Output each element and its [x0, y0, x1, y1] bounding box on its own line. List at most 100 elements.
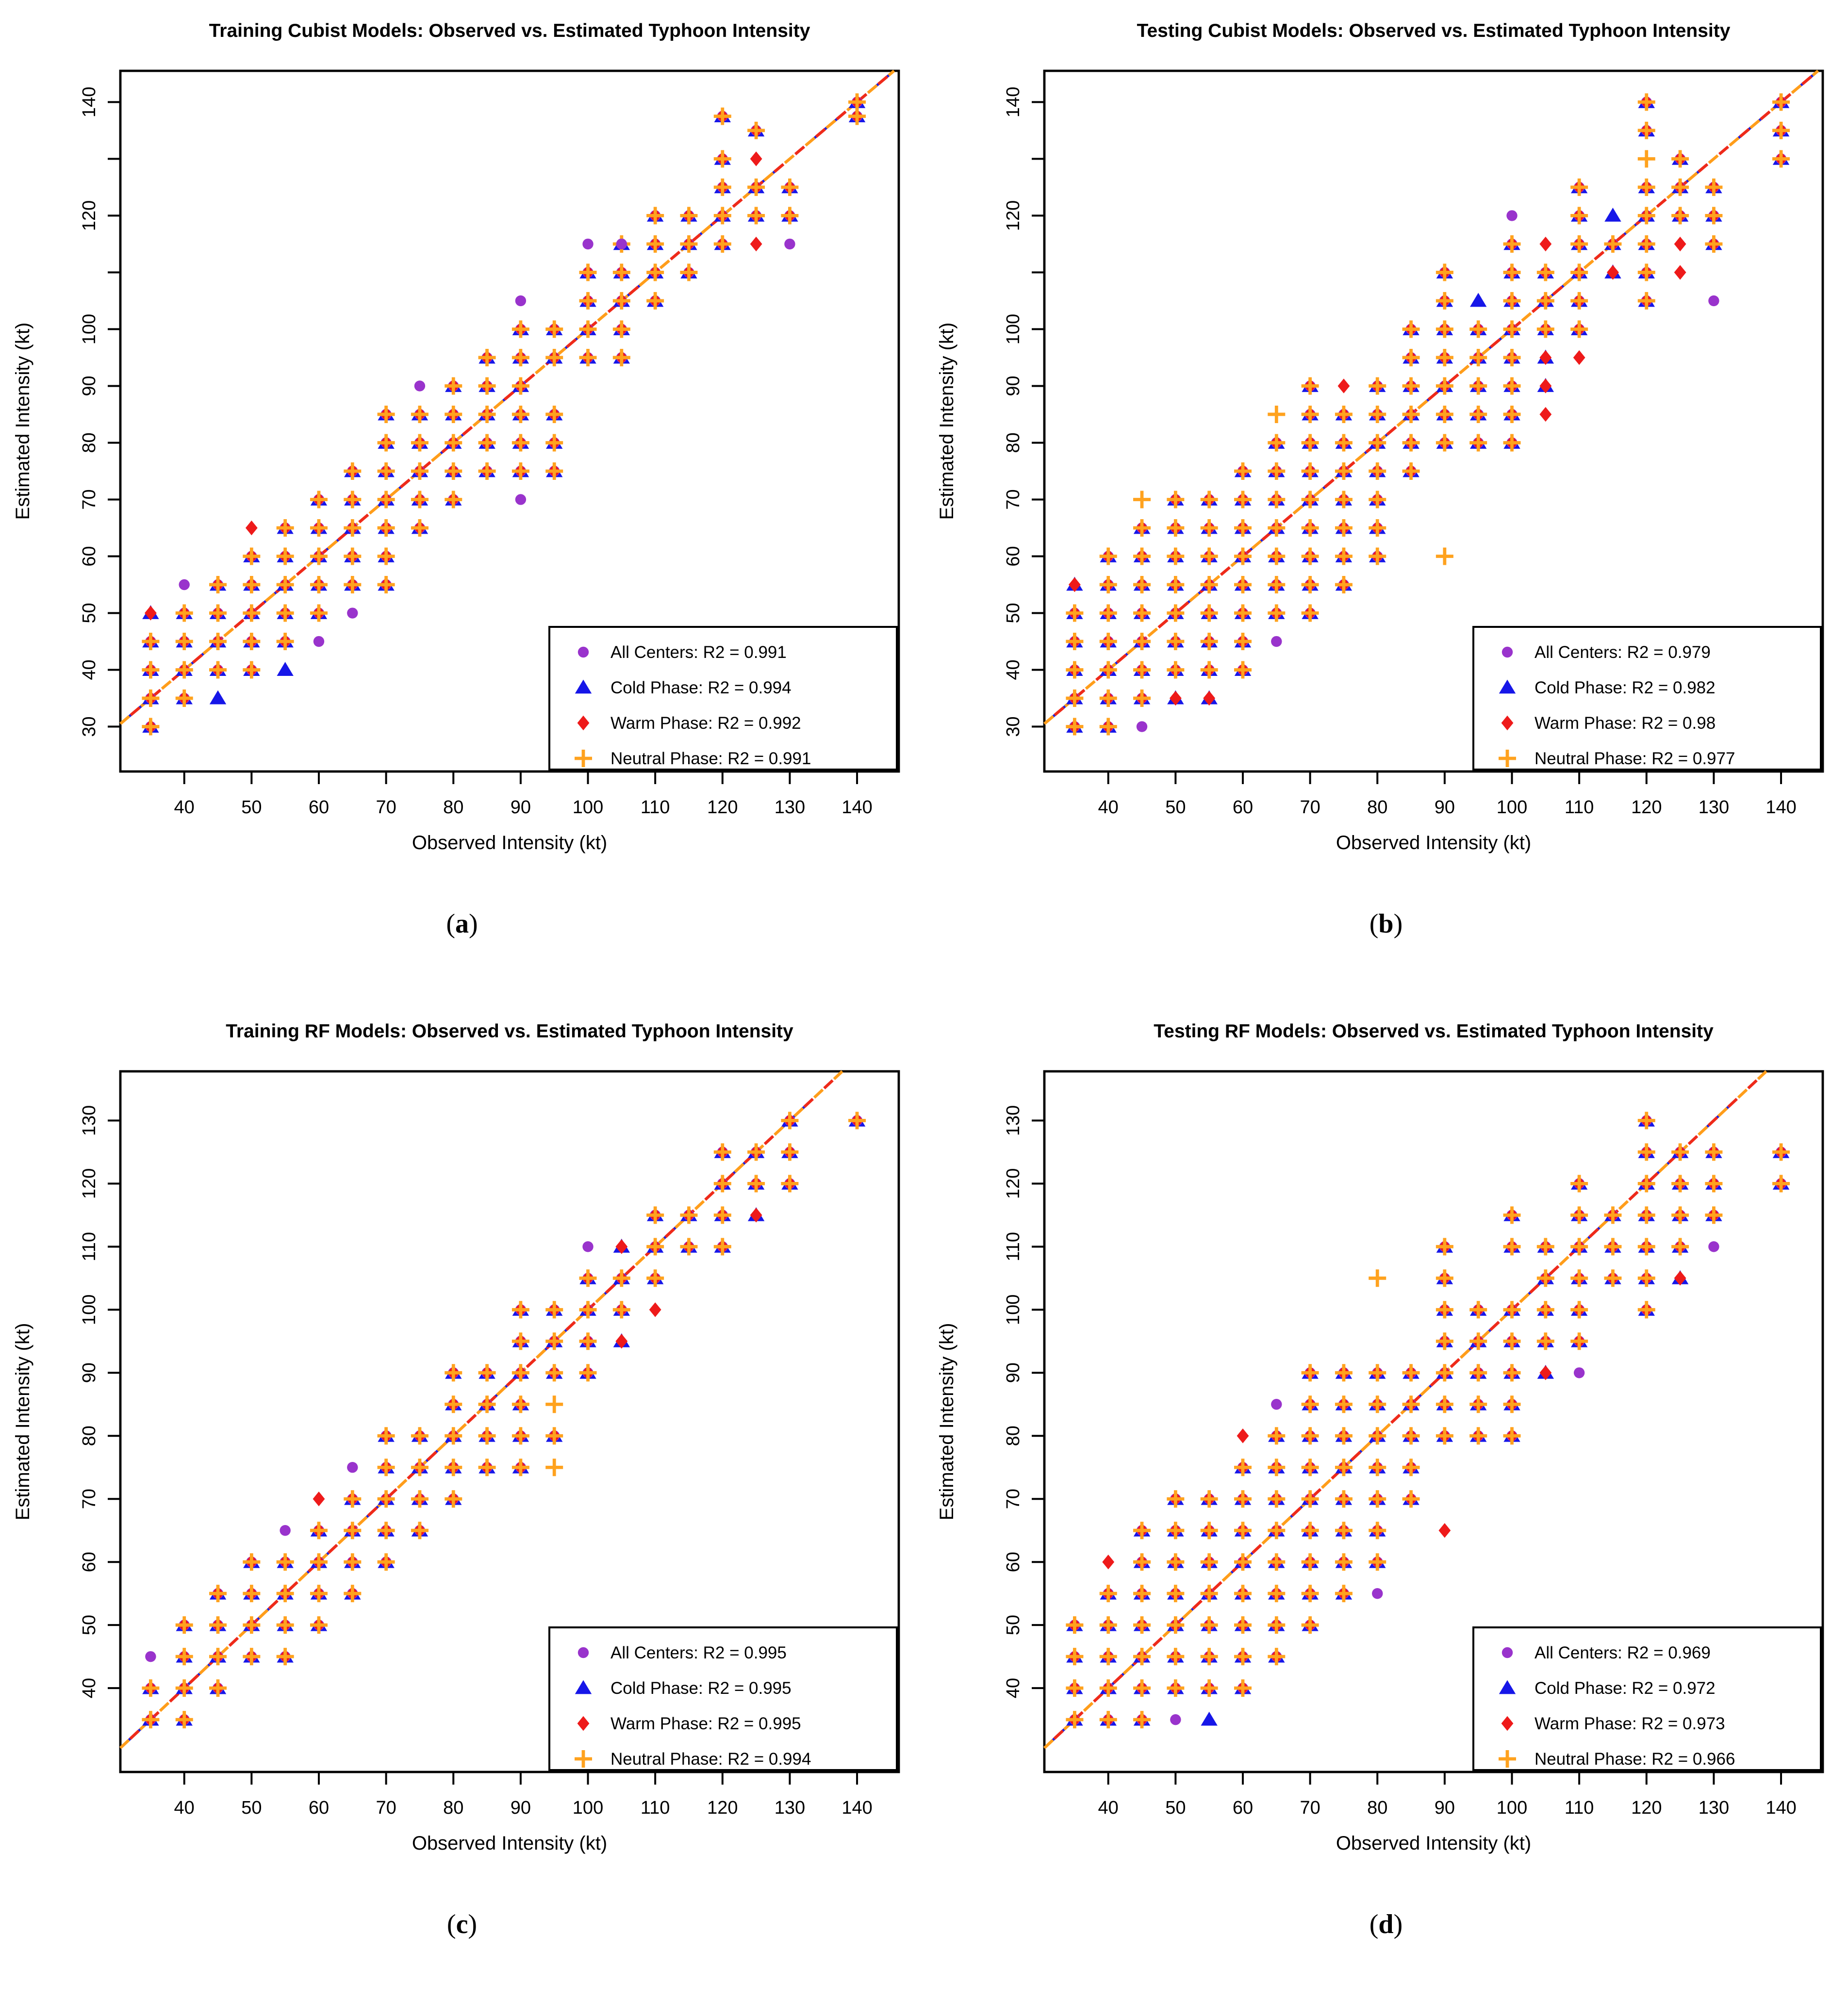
all-centers-point [347, 1462, 358, 1473]
y-tick-label: 100 [79, 1295, 99, 1325]
warm-phase-point [1539, 1365, 1552, 1380]
y-tick-label: 90 [79, 1362, 99, 1383]
y-tick-label: 40 [79, 1678, 99, 1698]
warm-phase-point [649, 1302, 661, 1317]
legend-label: Warm Phase: R2 = 0.992 [610, 714, 801, 733]
y-tick-label: 50 [1003, 1615, 1023, 1635]
x-tick-label: 100 [1497, 1798, 1527, 1818]
legend-label: All Centers: R2 = 0.991 [610, 643, 787, 662]
x-tick-label: 80 [1367, 1798, 1387, 1818]
warm-phase-point [615, 1334, 628, 1349]
fit-line [1043, 69, 1819, 725]
caption-b: (b) [924, 883, 1848, 1000]
all-centers-point [1708, 1241, 1719, 1252]
warm-phase-point [1674, 1271, 1686, 1286]
legend-label: Warm Phase: R2 = 0.995 [610, 1714, 801, 1733]
y-tick-label: 70 [79, 1489, 99, 1509]
x-tick-label: 90 [511, 1798, 531, 1818]
panel-training-cubist: Training Cubist Models: Observed vs. Est… [0, 0, 924, 883]
warm-phase-point [1674, 265, 1686, 280]
x-tick-label: 100 [573, 797, 603, 818]
legend-label: Cold Phase: R2 = 0.982 [1534, 678, 1716, 697]
y-axis: 30 40 50 60 70 80 90 100 120 140 Estimated Intensi… [12, 87, 120, 737]
x-tick-label: 70 [1300, 797, 1320, 818]
chart-title: Testing RF Models: Observed vs. Estimate… [1154, 1021, 1714, 1042]
x-axis: 40 50 60 70 80 90 100 110 120 130 140 Observed Inte… [1098, 771, 1797, 853]
legend: All Centers: R2 = 0.995 Cold Phase: R2 = … [548, 1626, 898, 1771]
triangle-legend-icon [575, 679, 592, 694]
caption-a: (a) [0, 883, 924, 1000]
x-tick-label: 140 [842, 797, 872, 818]
x-tick-label: 50 [1165, 1798, 1186, 1818]
x-tick-label: 110 [641, 797, 670, 818]
chart-title: Training RF Models: Observed vs. Estimat… [226, 1021, 793, 1042]
scatter-plot: Testing Cubist Models: Observed vs. Esti… [936, 20, 1824, 853]
all-centers-point [515, 494, 527, 505]
warm-phase-point [144, 606, 157, 621]
all-centers-point [313, 636, 325, 647]
x-tick-label: 130 [1699, 797, 1729, 818]
circle-legend-icon [1502, 646, 1513, 658]
triangle-legend-icon [1499, 1680, 1516, 1694]
fit-line-warm [119, 69, 895, 725]
plot-box [119, 69, 900, 773]
diamond-legend-icon [577, 715, 590, 731]
all-centers-point [784, 238, 795, 250]
y-tick-label: 70 [1003, 1489, 1023, 1509]
caption-d-text: (d) [1369, 1909, 1403, 1939]
all-centers-point [414, 380, 426, 392]
caption-row-top: (a) (b) [0, 883, 1848, 1000]
x-tick-label: 40 [1098, 797, 1119, 818]
circle-legend-icon [578, 646, 589, 658]
x-axis: 40 50 60 70 80 90 100 110 120 130 140 Observed Inte… [174, 1772, 873, 1854]
y-tick-label: 90 [1003, 1362, 1023, 1383]
legend-label: All Centers: R2 = 0.969 [1534, 1643, 1711, 1662]
x-axis: 40 50 60 70 80 90 100 110 120 130 140 Observed Inte… [1098, 1772, 1797, 1854]
circle-legend-icon [1502, 1647, 1513, 1658]
y-axis-title: Estimated Intensity (kt) [936, 323, 957, 520]
cold-phase-point [1469, 293, 1487, 307]
y-axis-title: Estimated Intensity (kt) [12, 1323, 33, 1521]
legend-label: Neutral Phase: R2 = 0.991 [610, 749, 811, 768]
x-tick-label: 40 [174, 1798, 195, 1818]
all-centers-point [1136, 721, 1148, 732]
x-tick-label: 110 [1565, 797, 1594, 818]
x-tick-label: 70 [376, 797, 396, 818]
all-centers-point [280, 1525, 291, 1536]
y-tick-label: 80 [1003, 432, 1023, 453]
legend: All Centers: R2 = 0.969 Cold Phase: R2 = … [1472, 1626, 1822, 1771]
plot-box [119, 1070, 900, 1773]
x-tick-label: 80 [443, 1798, 463, 1818]
y-tick-label: 110 [79, 1232, 99, 1262]
plot-box [1043, 1070, 1824, 1773]
scatter-points [142, 93, 866, 736]
panel-testing-rf: Testing RF Models: Observed vs. Estimate… [924, 1000, 1848, 1884]
y-tick-label: 90 [1003, 376, 1023, 396]
x-tick-label: 120 [707, 1798, 738, 1818]
cold-phase-point [1201, 1711, 1218, 1726]
caption-c-text: (c) [446, 1909, 478, 1939]
all-centers-point [347, 607, 358, 619]
fit-line-warm [1043, 69, 1819, 725]
warm-phase-point [1539, 350, 1552, 365]
warm-phase-point [615, 1239, 628, 1254]
y-tick-label: 100 [79, 314, 99, 344]
y-tick-label: 80 [79, 432, 99, 453]
x-tick-label: 50 [241, 1798, 262, 1818]
y-tick-label: 30 [79, 716, 99, 737]
x-axis-title: Observed Intensity (kt) [412, 832, 607, 853]
panel-training-rf: Training RF Models: Observed vs. Estimat… [0, 1000, 924, 1884]
caption-row-bottom: (c) (d) [0, 1884, 1848, 2001]
x-tick-label: 60 [1233, 1798, 1253, 1818]
y-tick-label: 100 [1003, 1295, 1023, 1325]
legend-label: Neutral Phase: R2 = 0.994 [610, 1750, 811, 1769]
caption-d: (d) [924, 1884, 1848, 2001]
x-tick-label: 130 [1699, 1798, 1729, 1818]
y-tick-label: 130 [79, 1105, 99, 1136]
all-centers-point [1271, 1399, 1282, 1410]
warm-phase-point [750, 151, 762, 166]
x-tick-label: 50 [241, 797, 262, 818]
fit-line [119, 69, 895, 725]
warm-phase-point [750, 236, 762, 252]
